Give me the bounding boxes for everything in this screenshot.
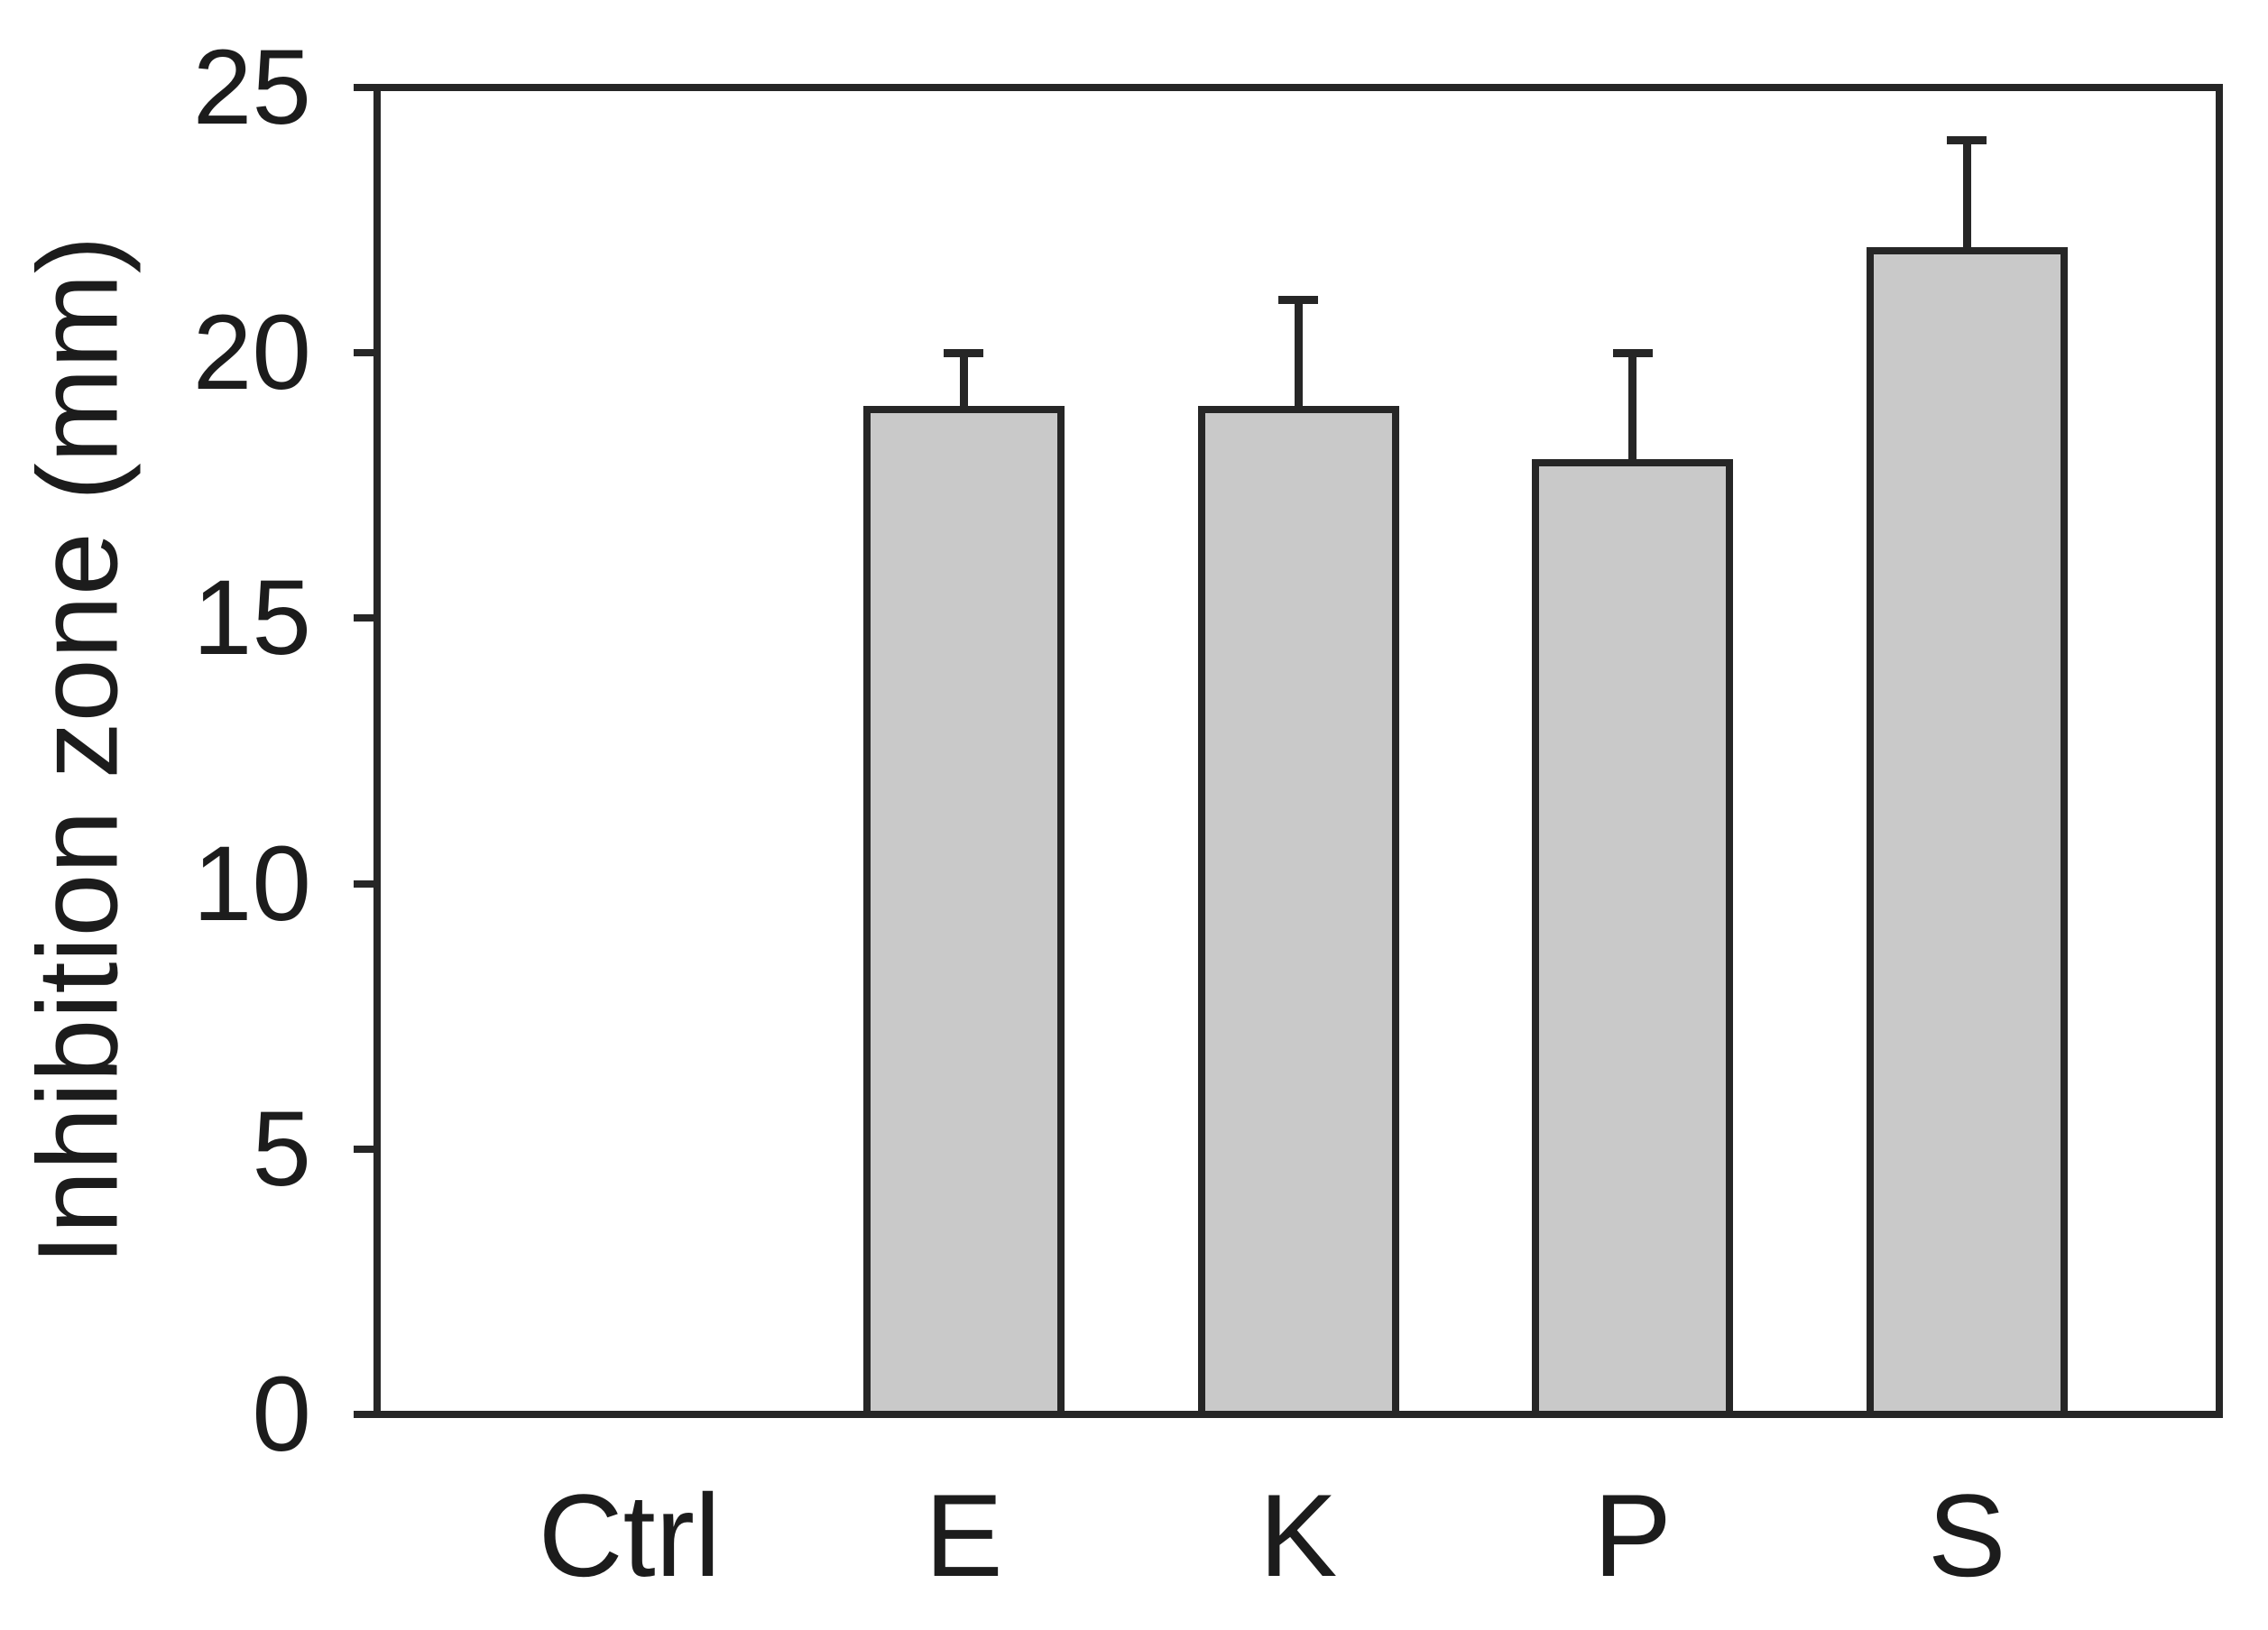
bar-K xyxy=(1197,406,1399,1414)
y-tick-5 xyxy=(354,1145,377,1153)
y-tick-label-10: 10 xyxy=(192,824,311,944)
error-bar-cap-S xyxy=(1947,136,1987,145)
x-category-label-E: E xyxy=(925,1469,1003,1601)
error-bar-cap-P xyxy=(1612,348,1653,357)
plot-frame-top xyxy=(373,84,2223,91)
plot-frame-left xyxy=(373,84,381,1418)
error-bar-line-S xyxy=(1962,140,1971,251)
y-tick-25 xyxy=(354,84,377,91)
plot-frame-right xyxy=(2216,84,2223,1418)
x-category-label-P: P xyxy=(1593,1469,1672,1601)
error-bar-line-E xyxy=(959,353,968,410)
y-tick-10 xyxy=(354,879,377,888)
y-tick-20 xyxy=(354,349,377,357)
y-tick-label-5: 5 xyxy=(252,1089,311,1209)
x-category-label-Ctrl: Ctrl xyxy=(538,1469,721,1601)
y-tick-label-25: 25 xyxy=(192,28,311,147)
y-tick-label-20: 20 xyxy=(192,293,311,413)
bar-P xyxy=(1532,458,1734,1414)
x-category-label-S: S xyxy=(1927,1469,2006,1601)
y-tick-label-0: 0 xyxy=(252,1355,311,1474)
error-bar-cap-K xyxy=(1278,295,1318,304)
y-tick-0 xyxy=(354,1411,377,1418)
plot-frame-bottom xyxy=(373,1411,2223,1418)
y-tick-15 xyxy=(354,614,377,622)
error-bar-line-P xyxy=(1628,353,1637,463)
error-bar-line-K xyxy=(1294,299,1303,410)
bar-S xyxy=(1866,246,2068,1414)
bar-E xyxy=(862,406,1065,1414)
y-tick-label-15: 15 xyxy=(192,558,311,678)
error-bar-cap-E xyxy=(944,348,984,357)
x-category-label-K: K xyxy=(1258,1469,1338,1601)
